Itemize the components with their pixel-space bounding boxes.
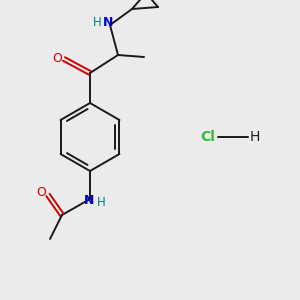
Text: N: N [84,194,94,206]
Text: H: H [97,196,105,208]
Text: H: H [250,130,260,144]
Text: H: H [93,16,101,28]
Text: O: O [52,52,62,64]
Text: Cl: Cl [201,130,215,144]
Text: O: O [36,187,46,200]
Text: N: N [103,16,113,28]
